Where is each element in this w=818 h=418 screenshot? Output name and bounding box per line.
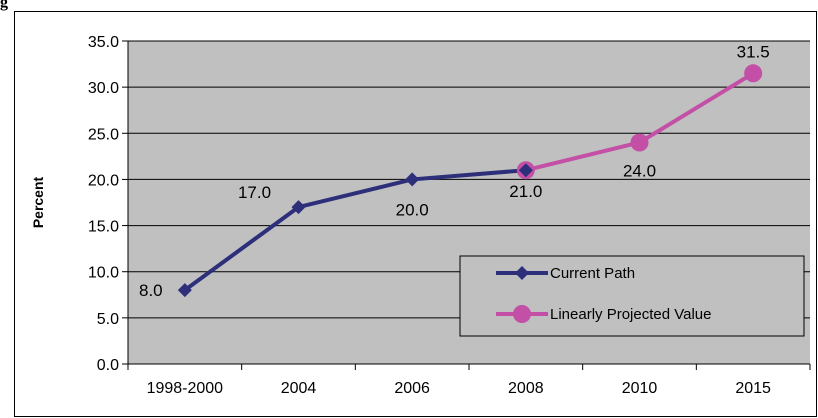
- legend-label: Current Path: [550, 265, 635, 282]
- data-label: 8.0: [139, 281, 163, 300]
- series-line-0: [183, 168, 526, 292]
- x-tick-label: 2015: [735, 380, 771, 397]
- y-tick-label: 30.0: [88, 80, 119, 97]
- y-tick-label: 5.0: [97, 311, 119, 328]
- data-label: 20.0: [396, 200, 429, 219]
- circle-marker: [513, 305, 531, 323]
- data-label: 17.0: [238, 183, 271, 202]
- y-tick-label: 10.0: [88, 265, 119, 282]
- circle-marker: [744, 64, 763, 83]
- diamond-marker: [405, 172, 420, 187]
- header-fragment: g: [0, 0, 8, 11]
- x-tick-label: 2008: [508, 380, 544, 397]
- y-tick-label: 35.0: [88, 34, 119, 51]
- y-tick-label: 15.0: [88, 219, 119, 236]
- y-tick-label: 0.0: [97, 357, 119, 374]
- y-tick-label: 20.0: [88, 172, 119, 189]
- diamond-marker: [177, 283, 192, 298]
- diamond-marker: [291, 200, 306, 215]
- legend-label: Linearly Projected Value: [550, 306, 711, 323]
- diamond-marker: [518, 163, 533, 178]
- x-tick-label: 1998-2000: [147, 380, 224, 397]
- circle-marker: [630, 133, 649, 152]
- y-tick-label: 25.0: [88, 126, 119, 143]
- data-label: 24.0: [623, 162, 656, 181]
- data-label: 21.0: [509, 182, 542, 201]
- data-label: 31.5: [737, 42, 770, 61]
- legend-box: [459, 255, 805, 337]
- x-tick-label: 2006: [394, 380, 430, 397]
- y-axis-label: Percent: [30, 176, 46, 228]
- diamond-marker: [515, 266, 529, 280]
- x-tick-label: 2004: [281, 380, 317, 397]
- x-tick-label: 2010: [622, 380, 658, 397]
